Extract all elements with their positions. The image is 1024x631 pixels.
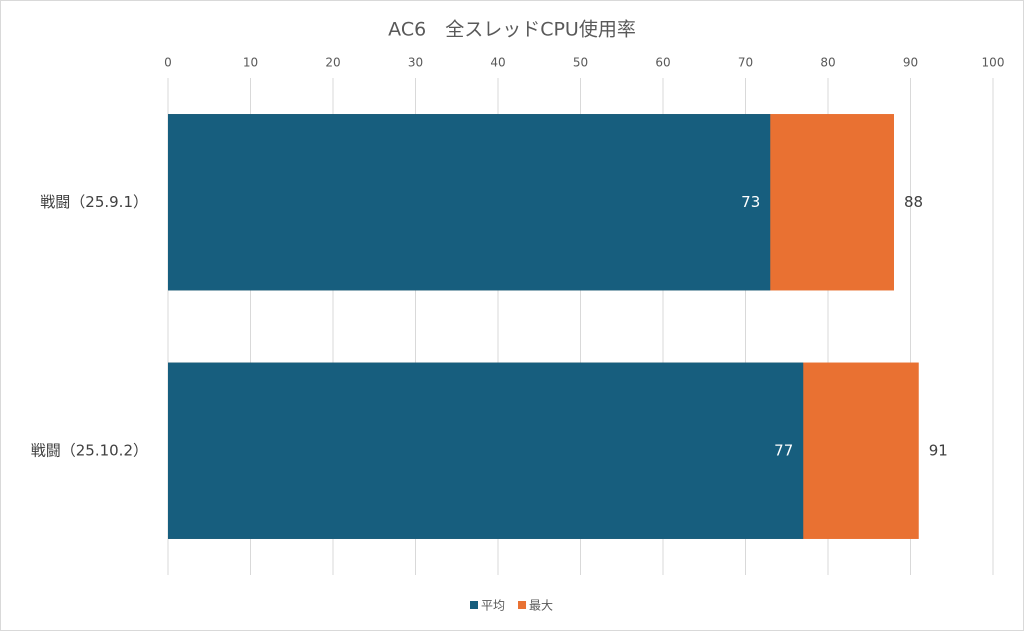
legend-swatch (518, 601, 527, 609)
data-label: 91 (929, 441, 948, 459)
x-tick-label: 50 (573, 56, 588, 70)
bar (168, 362, 804, 539)
legend-label: 最大 (529, 599, 553, 613)
x-tick-label: 30 (408, 56, 423, 70)
bar (168, 114, 771, 291)
y-tick-label: 戦闘（25.9.1） (40, 193, 148, 211)
x-tick-label: 20 (325, 56, 340, 70)
x-tick-label: 0 (164, 56, 172, 70)
x-tick-label: 100 (982, 56, 1005, 70)
x-tick-label: 70 (738, 56, 753, 70)
legend-label: 平均 (481, 599, 505, 613)
y-tick-label: 戦闘（25.10.2） (31, 441, 148, 459)
x-tick-label: 40 (490, 56, 505, 70)
data-label: 88 (904, 193, 923, 211)
legend-swatch (470, 601, 478, 609)
x-tick-label: 60 (655, 56, 670, 70)
x-tick-label: 10 (243, 56, 258, 70)
x-tick-label: 90 (903, 56, 918, 70)
data-label: 77 (774, 441, 793, 459)
chart-title: AC6 全スレッドCPU使用率 (388, 19, 636, 41)
data-label: 73 (741, 193, 760, 211)
x-tick-label: 80 (820, 56, 835, 70)
